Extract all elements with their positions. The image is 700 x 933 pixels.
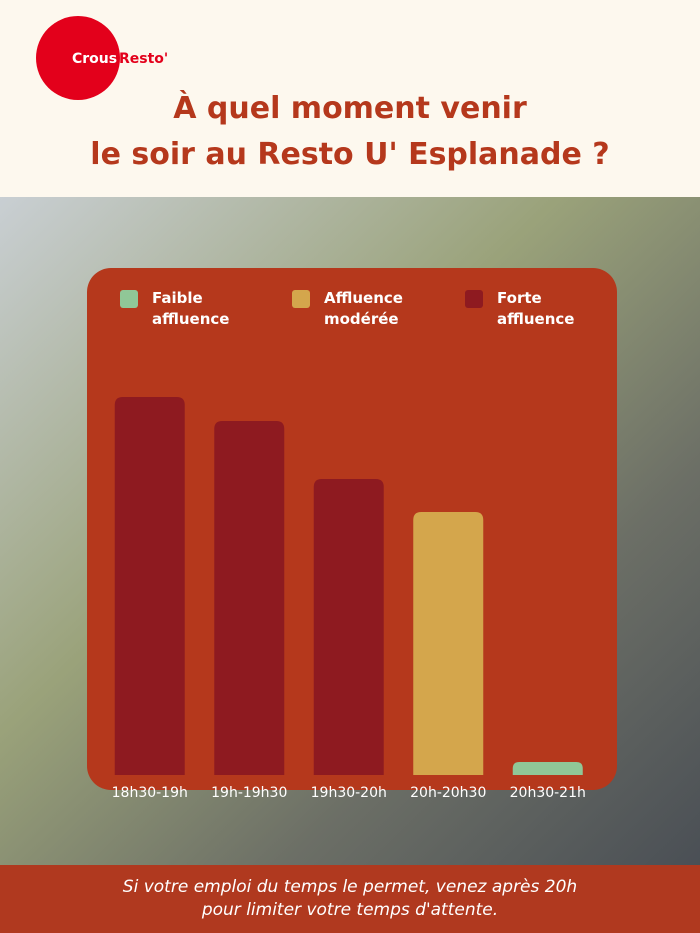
bar [413, 512, 484, 775]
footer-band [0, 865, 700, 933]
footnote: Si votre emploi du temps le permet, vene… [122, 877, 578, 920]
x-tick-label: 19h-19h30 [211, 785, 287, 801]
logo-left: Crous [72, 51, 117, 67]
bar [512, 762, 583, 775]
legend-swatch [465, 290, 483, 308]
logo-circle [36, 16, 120, 100]
x-tick-label: 20h30-21h [510, 785, 586, 801]
chart-title: À quel moment venir le soir au Resto U' … [90, 91, 610, 172]
logo-right: Resto' [119, 51, 168, 67]
legend-label: Affluence modérée [324, 289, 403, 328]
legend-item: Forte affluence [465, 288, 593, 330]
legend-label: Faible affluence [152, 289, 230, 328]
x-tick-label: 18h30-19h [112, 785, 188, 801]
legend-item: Faible affluence [120, 288, 248, 330]
x-tick-label: 19h30-20h [311, 785, 387, 801]
bar [114, 397, 185, 775]
legend-swatch [120, 290, 138, 308]
x-tick-label: 20h-20h30 [410, 785, 486, 801]
bar [214, 421, 285, 775]
bar [313, 479, 384, 775]
legend-item: Affluence modérée [292, 288, 420, 330]
legend-label: Forte affluence [497, 289, 575, 328]
legend-swatch [292, 290, 310, 308]
